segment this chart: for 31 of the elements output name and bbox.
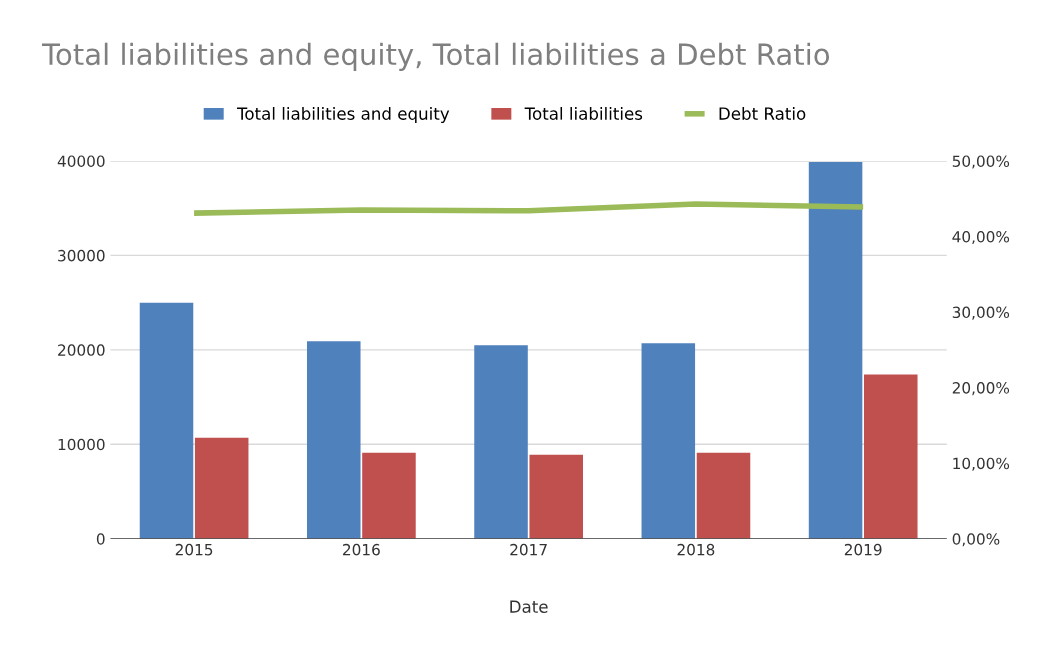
bar [306, 341, 361, 539]
bar [641, 343, 696, 539]
y-tick-label: 10000 [58, 438, 105, 451]
y2-tick-label: 20,00% [952, 382, 1010, 396]
bar [529, 454, 583, 539]
y-tick-label: 30000 [58, 249, 105, 262]
y-tick-label: 20000 [58, 344, 105, 356]
legend-label: Debt Ratio [719, 106, 806, 120]
bar [863, 374, 918, 539]
y2-tick-label: 30,00% [952, 306, 1010, 320]
y2-tick-label: 50,00% [952, 155, 1010, 169]
y-tick-label: 0 [96, 533, 105, 545]
y2-tick-label: 10,00% [953, 457, 1010, 471]
x-axis-title: Date [510, 600, 548, 613]
bar [194, 437, 249, 539]
x-tick-label: 2015 [175, 543, 213, 556]
legend-label: Total liabilities and equity [236, 106, 450, 124]
bar [362, 452, 416, 539]
bar [696, 452, 751, 539]
x-tick-label: 2016 [343, 543, 380, 556]
x-tick-label: 2017 [510, 543, 547, 556]
x-tick-label: 2019 [844, 543, 882, 556]
bar [808, 161, 863, 539]
bar [139, 302, 194, 539]
x-tick-label: 2018 [677, 543, 715, 556]
bar [474, 345, 528, 539]
y-tick-label: 40000 [57, 155, 105, 167]
y2-tick-label: 0,00% [952, 533, 1000, 547]
y2-tick-label: 40,00% [952, 230, 1010, 245]
legend-label: Total liabilities [524, 106, 643, 120]
chart-title: Total liabilities and equity, Total liabilities a Debt Ratio [41, 42, 830, 71]
